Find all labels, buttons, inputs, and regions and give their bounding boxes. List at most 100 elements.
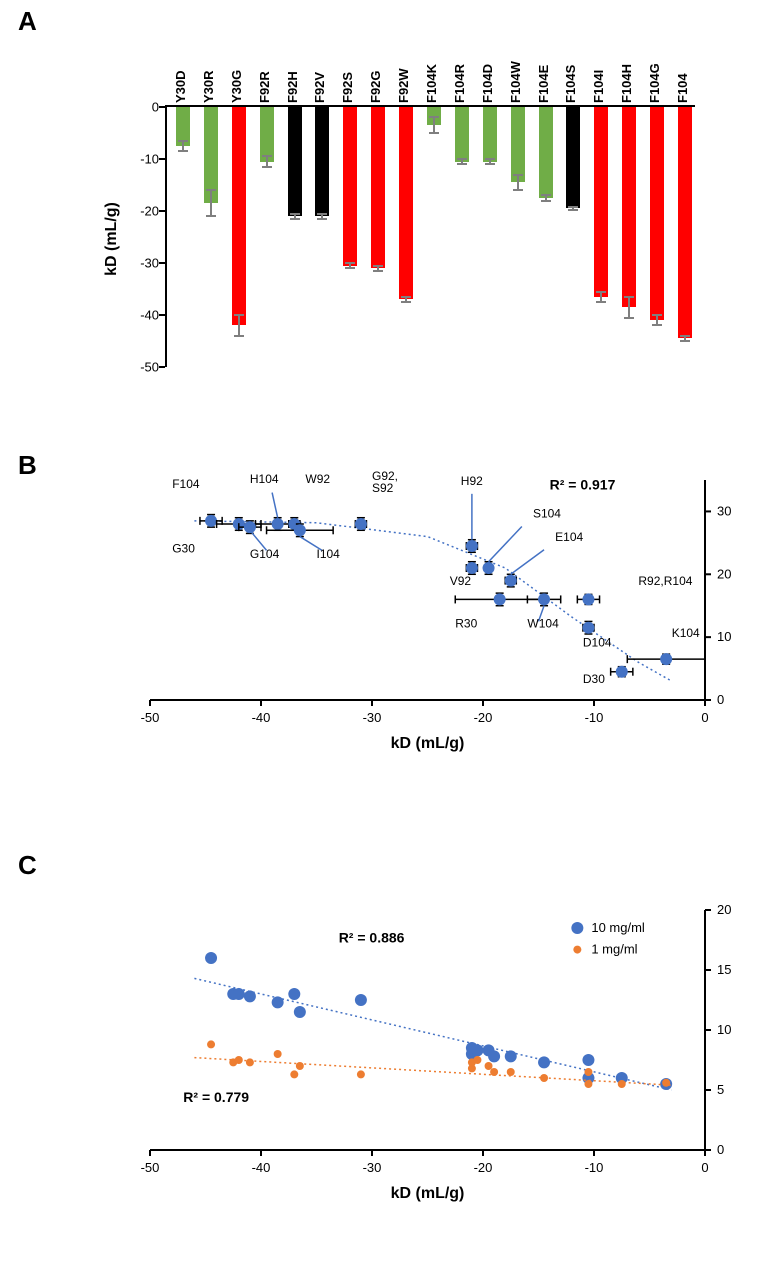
panel-b-point-label: D104 <box>583 636 612 650</box>
errcap <box>345 262 355 264</box>
errcap <box>429 132 439 134</box>
panel-a-cat-label: F104K <box>424 64 439 103</box>
errcap <box>401 296 411 298</box>
panel-a-cat-label: F104E <box>536 65 551 103</box>
errbar <box>433 117 435 133</box>
panel-a-ytick-mark <box>159 366 165 368</box>
leader-line <box>511 550 544 575</box>
errcap <box>178 140 188 142</box>
panel-b-xtick: -30 <box>363 710 382 725</box>
legend-swatch <box>573 946 581 954</box>
panel-a-cat-label: F104H <box>619 64 634 103</box>
bar-F104R <box>455 107 469 162</box>
errcap <box>457 163 467 165</box>
legend-label: 1 mg/ml <box>591 942 637 957</box>
panel-c-xtick: -20 <box>474 1160 493 1175</box>
panel-b-xtick: -40 <box>252 710 271 725</box>
panel-b-point <box>582 622 594 634</box>
errcap <box>262 166 272 168</box>
panel-c-point-s10 <box>294 1006 306 1018</box>
panel-b-point <box>494 593 506 605</box>
bar-F104D <box>483 107 497 162</box>
figure: A kD (mL/g) 0-10-20-30-40-50Y30DY30RY30G… <box>0 0 777 1277</box>
panel-c-point-s10 <box>355 994 367 1006</box>
panel-c-point-s1 <box>235 1056 243 1064</box>
panel-a-cat-label: F104 <box>675 73 690 103</box>
panel-c-point-s10 <box>288 988 300 1000</box>
bar-F92G <box>371 107 385 268</box>
panel-c-point-s10 <box>471 1044 483 1056</box>
panel-a-cat-label: F104S <box>563 65 578 103</box>
panel-a-cat-label: F104D <box>480 64 495 103</box>
errcap <box>513 174 523 176</box>
panel-c-label: C <box>18 850 37 881</box>
errcap <box>485 158 495 160</box>
errcap <box>485 163 495 165</box>
panel-c-point-s1 <box>290 1070 298 1078</box>
errcap <box>568 209 578 211</box>
bar-F104W <box>511 107 525 182</box>
panel-b-xtick: -20 <box>474 710 493 725</box>
panel-b-point-label: G104 <box>250 547 280 561</box>
panel-a-cat-label: Y30R <box>201 70 216 103</box>
panel-a-cat-label: F92V <box>312 72 327 103</box>
panel-c-point-s10 <box>488 1050 500 1062</box>
errbar <box>238 315 240 336</box>
errcap <box>206 215 216 217</box>
panel-b-point <box>355 518 367 530</box>
panel-c-point-s1 <box>584 1080 592 1088</box>
bar-F92V <box>315 107 329 216</box>
panel-c-point-s1 <box>618 1080 626 1088</box>
errcap <box>234 314 244 316</box>
errcap <box>596 291 606 293</box>
panel-a-ytick-mark <box>159 210 165 212</box>
panel-b-point <box>205 515 217 527</box>
errbar <box>517 175 519 191</box>
panel-b-point-label: R92,R104 <box>638 574 692 588</box>
errcap <box>206 189 216 191</box>
panel-c-trend-s10 <box>194 978 671 1090</box>
panel-a-yaxis-line <box>165 107 167 367</box>
errcap <box>234 335 244 337</box>
panel-b-xtick: -50 <box>141 710 160 725</box>
panel-b-ytick: 10 <box>717 629 731 644</box>
panel-c-xtick: -40 <box>252 1160 271 1175</box>
errcap <box>568 206 578 208</box>
panel-b-label: B <box>18 450 37 481</box>
panel-c-point-s1 <box>584 1068 592 1076</box>
errcap <box>596 301 606 303</box>
panel-c-point-s10 <box>272 996 284 1008</box>
panel-b-point <box>466 540 478 552</box>
panel-c-point-s1 <box>473 1056 481 1064</box>
panel-a-cat-label: F104G <box>647 63 662 103</box>
errcap <box>429 116 439 118</box>
panel-b-point-label: I104 <box>317 547 341 561</box>
errcap <box>401 301 411 303</box>
panel-c-point-s10 <box>233 988 245 1000</box>
panel-b-xlabel: kD (mL/g) <box>391 735 465 752</box>
panel-c-point-s10 <box>244 990 256 1002</box>
panel-b-point-label: W104 <box>527 617 559 631</box>
errcap <box>541 194 551 196</box>
panel-a-cat-label: F104W <box>508 61 523 103</box>
panel-b-point-label: K104 <box>672 626 700 640</box>
panel-c-xtick: -50 <box>141 1160 160 1175</box>
panel-b-r2: R² = 0.917 <box>550 476 616 492</box>
panel-a-barchart: 0-10-20-30-40-50Y30DY30RY30GF92RF92HF92V… <box>165 105 695 367</box>
panel-c-xtick: -30 <box>363 1160 382 1175</box>
errcap <box>624 296 634 298</box>
errcap <box>290 213 300 215</box>
panel-c-trend-s1 <box>194 1058 671 1086</box>
panel-a-ytick-mark <box>159 262 165 264</box>
panel-c-r2-1: R² = 0.779 <box>183 1089 249 1105</box>
errcap <box>652 314 662 316</box>
panel-b-point <box>616 666 628 678</box>
errcap <box>652 324 662 326</box>
leader-line <box>272 493 278 518</box>
panel-a-cat-label: F104I <box>591 70 606 103</box>
legend-label: 10 mg/ml <box>591 920 645 935</box>
bar-F104I <box>594 107 608 297</box>
bar-F104H <box>622 107 636 307</box>
panel-b-xtick: -10 <box>585 710 604 725</box>
bar-F92H <box>288 107 302 216</box>
